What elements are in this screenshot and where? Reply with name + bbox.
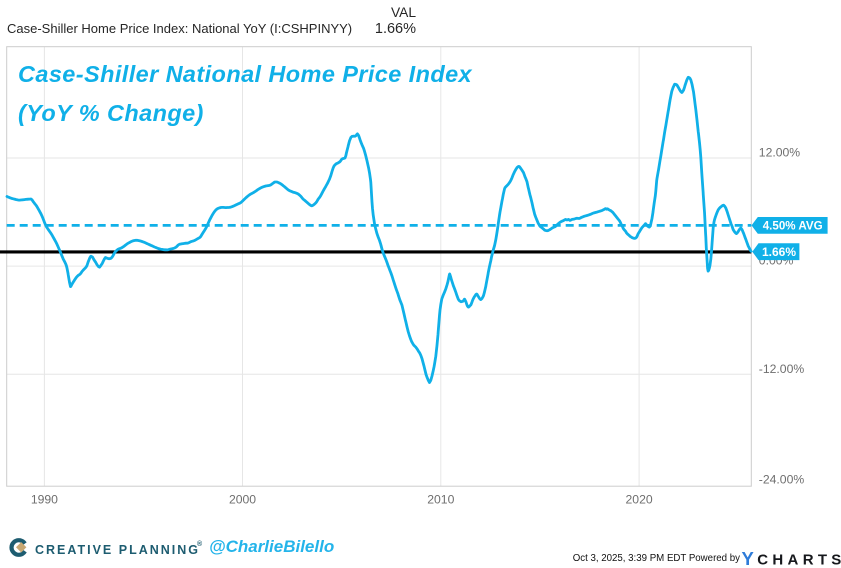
svg-text:2020: 2020	[626, 492, 653, 506]
svg-text:4.50% AVG: 4.50% AVG	[763, 220, 823, 233]
svg-text:1.66%: 1.66%	[762, 245, 796, 259]
svg-text:1990: 1990	[31, 492, 58, 506]
svg-text:-12.00%: -12.00%	[759, 362, 805, 376]
svg-text:2000: 2000	[229, 492, 256, 506]
svg-text:2010: 2010	[427, 492, 454, 506]
svg-text:12.00%: 12.00%	[759, 146, 800, 160]
svg-text:CHARTS: CHARTS	[757, 551, 841, 568]
svg-text:-24.00%: -24.00%	[759, 473, 805, 487]
svg-text:Y: Y	[742, 548, 755, 568]
